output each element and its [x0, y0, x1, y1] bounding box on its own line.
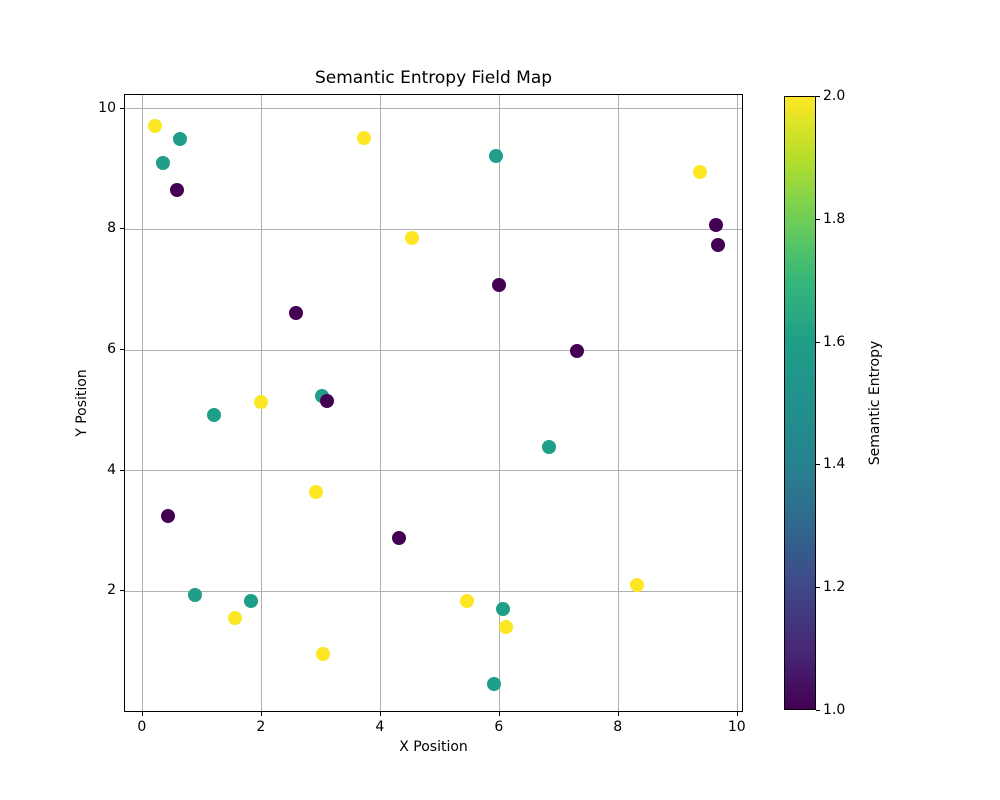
scatter-point — [206, 407, 221, 422]
x-tick-label: 2 — [256, 719, 266, 735]
scatter-point — [288, 305, 303, 320]
colorbar-tick-mark — [816, 710, 820, 711]
scatter-point — [147, 118, 162, 133]
colorbar-tick-mark — [816, 218, 820, 220]
y-tick-mark — [120, 590, 124, 592]
scatter-point — [391, 530, 406, 545]
scatter-point — [708, 217, 723, 232]
scatter-point — [254, 395, 269, 410]
colorbar-tick-mark — [816, 464, 820, 466]
colorbar-tick-label: 1.2 — [823, 579, 846, 596]
scatter-point — [629, 577, 644, 592]
x-tick-mark — [260, 712, 262, 716]
scatter-point — [491, 277, 506, 292]
x-tick-label: 6 — [494, 719, 504, 735]
x-tick-mark — [141, 712, 143, 716]
scatter-point — [173, 132, 188, 146]
y-tick-mark — [120, 228, 124, 230]
x-tick-label: 10 — [727, 719, 746, 735]
colorbar-label: Semantic Entropy — [867, 340, 883, 466]
y-gridline — [125, 590, 742, 592]
y-gridline — [125, 349, 742, 351]
colorbar-gradient — [785, 97, 815, 709]
x-gridline — [737, 95, 739, 711]
y-tick-mark — [120, 469, 124, 471]
chart-title: Semantic Entropy Field Map — [314, 68, 553, 88]
colorbar-tick-label: 1.0 — [823, 702, 846, 718]
colorbar — [784, 96, 816, 710]
y-gridline — [125, 108, 742, 110]
scatter-point — [188, 588, 203, 603]
y-gridline — [125, 470, 742, 472]
x-tick-mark — [736, 712, 738, 716]
scatter-point — [357, 131, 372, 146]
scatter-point — [460, 593, 475, 608]
colorbar-tick-mark — [816, 341, 820, 343]
scatter-point — [228, 611, 243, 626]
scatter-point — [710, 237, 725, 252]
x-tick-mark — [498, 712, 500, 716]
scatter-point — [308, 485, 323, 500]
x-axis-label: X Position — [399, 739, 468, 755]
y-tick-label: 4 — [107, 461, 116, 478]
scatter-point — [496, 601, 511, 616]
x-gridline — [618, 95, 620, 711]
y-tick-label: 10 — [98, 99, 116, 116]
x-tick-mark — [617, 712, 619, 716]
x-gridline — [380, 95, 382, 711]
x-tick-label: 8 — [613, 719, 623, 735]
scatter-point — [243, 594, 258, 609]
colorbar-tick-label: 2.0 — [823, 88, 846, 104]
y-axis-label: Y Position — [74, 369, 90, 437]
scatter-point — [405, 231, 420, 246]
colorbar-tick-mark — [816, 96, 820, 97]
plot-area — [124, 94, 743, 712]
colorbar-tick-label: 1.6 — [823, 333, 846, 350]
y-gridline — [125, 228, 742, 230]
scatter-point — [486, 677, 501, 692]
y-tick-label: 2 — [107, 582, 116, 599]
x-tick-mark — [379, 712, 381, 716]
scatter-point — [498, 620, 513, 635]
scatter-point — [489, 148, 504, 163]
x-tick-label: 4 — [375, 719, 385, 735]
scatter-point — [320, 393, 335, 408]
scatter-point — [169, 182, 184, 197]
x-gridline — [499, 95, 501, 711]
y-tick-label: 8 — [107, 220, 116, 237]
y-tick-mark — [120, 349, 124, 351]
colorbar-tick-mark — [816, 587, 820, 589]
scatter-point — [693, 165, 708, 180]
y-tick-label: 6 — [107, 341, 116, 358]
x-tick-label: 0 — [137, 719, 147, 735]
colorbar-tick-label: 1.4 — [823, 456, 846, 473]
y-tick-mark — [120, 107, 124, 109]
scatter-point — [316, 646, 331, 661]
x-gridline — [142, 95, 144, 711]
scatter-point — [156, 155, 171, 170]
scatter-point — [161, 509, 176, 524]
scatter-point — [542, 440, 557, 455]
scatter-point — [570, 344, 585, 359]
colorbar-tick-label: 1.8 — [823, 210, 846, 227]
